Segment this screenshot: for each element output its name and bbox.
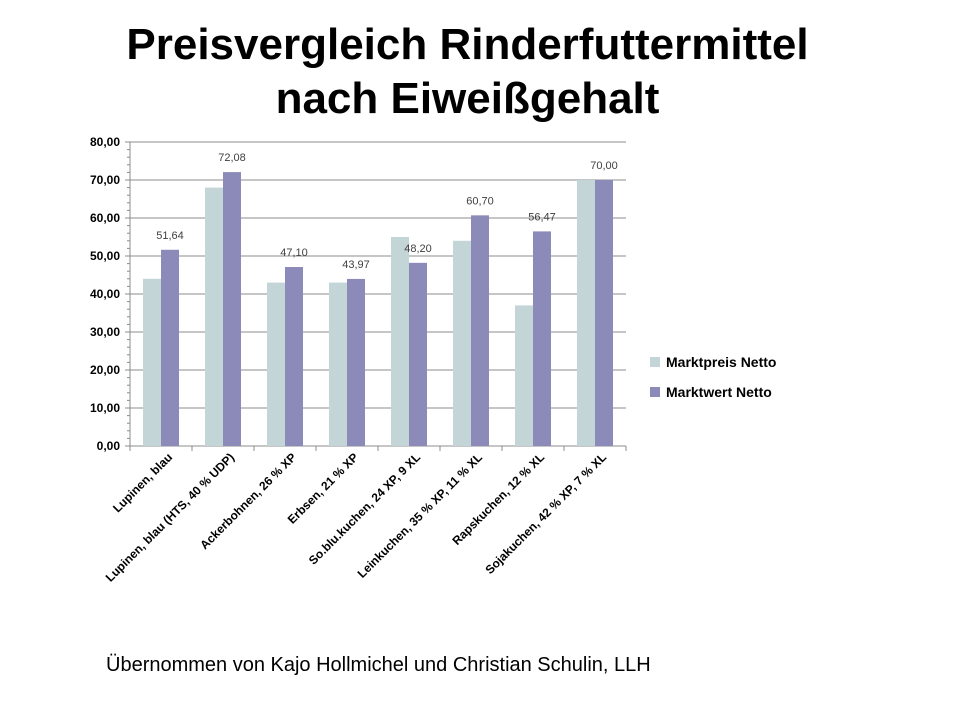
bar-marktpreis <box>143 278 161 446</box>
x-tick-label: Leinkuchen, 35 % XP, 11 % XL <box>355 450 485 580</box>
data-label: 56,47 <box>528 211 556 223</box>
data-label: 72,08 <box>218 152 246 164</box>
data-label: 43,97 <box>342 259 370 271</box>
y-tick-label: 0,00 <box>97 439 121 453</box>
y-tick-label: 20,00 <box>90 363 120 377</box>
legend-swatch <box>650 357 660 367</box>
bar-marktwert <box>409 262 427 446</box>
bar-marktpreis <box>453 240 471 446</box>
bar-marktpreis <box>391 237 409 446</box>
y-tick-label: 80,00 <box>90 135 120 149</box>
data-label: 48,20 <box>404 243 432 255</box>
y-tick-label: 60,00 <box>90 211 120 225</box>
slide-title-line2: nach Eiweißgehalt <box>275 74 660 123</box>
bar-marktpreis <box>515 305 533 446</box>
y-tick-label: 50,00 <box>90 249 120 263</box>
source-footnote: Übernommen von Kajo Hollmichel und Chris… <box>106 654 651 676</box>
data-label: 51,64 <box>156 230 184 242</box>
data-label: 60,70 <box>466 195 494 207</box>
legend-label: Marktpreis Netto <box>666 354 776 370</box>
legend-swatch <box>650 387 660 397</box>
bar-marktwert <box>595 180 613 446</box>
bar-chart: 0,00 10,00 20,00 30,00 40,00 50,00 60,00 70,00 8… <box>90 135 777 585</box>
x-tick-label: Lupinen, blau <box>110 450 175 515</box>
bar-marktwert <box>161 249 179 446</box>
x-tick-label: Sojakuchen, 42 % XP, 7 % XL <box>482 450 609 577</box>
bar-marktwert <box>285 267 303 446</box>
bar-marktpreis <box>267 282 285 446</box>
data-label: 47,10 <box>280 247 308 259</box>
x-tick-label: Lupinen, blau (HTS, 40 % UDP) <box>103 450 237 584</box>
y-tick-label: 30,00 <box>90 325 120 339</box>
slide-title-line1: Preisvergleich Rinderfuttermittel <box>126 20 809 69</box>
bar-marktwert <box>533 231 551 446</box>
x-tick-label: So.blu.kuchen, 24 XP, 9 XL <box>306 450 423 567</box>
slide-title: Preisvergleich Rinderfuttermittel nach E… <box>0 18 935 126</box>
y-tick-label: 10,00 <box>90 401 120 415</box>
bar-marktpreis <box>329 282 347 446</box>
data-label: 70,00 <box>590 160 618 172</box>
bar-marktwert <box>347 278 365 446</box>
bar-marktwert <box>223 172 241 446</box>
bar-marktpreis <box>577 180 595 446</box>
bar-marktpreis <box>205 187 223 446</box>
y-tick-label: 70,00 <box>90 173 120 187</box>
y-tick-label: 40,00 <box>90 287 120 301</box>
legend-label: Marktwert Netto <box>666 384 772 400</box>
bar-marktwert <box>471 215 489 446</box>
